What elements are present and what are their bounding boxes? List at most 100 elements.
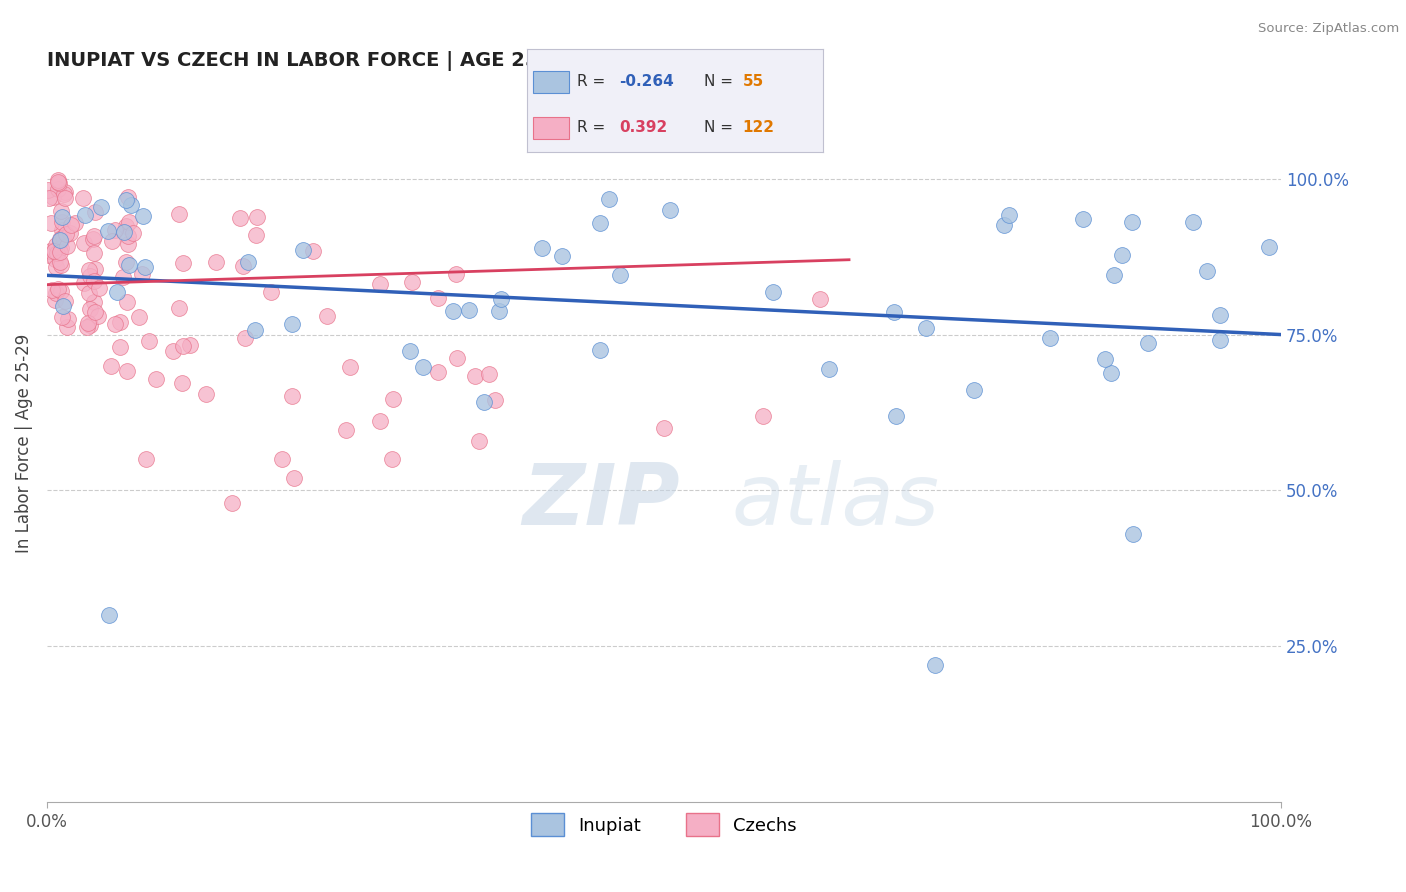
Point xyxy=(56,311,79,326)
Point xyxy=(83,245,105,260)
Point xyxy=(1099,366,1122,380)
Point xyxy=(83,274,105,288)
Point xyxy=(368,414,391,428)
Point xyxy=(56,239,79,253)
Point xyxy=(468,434,491,448)
Point xyxy=(281,389,304,403)
Point xyxy=(1102,268,1125,283)
Point xyxy=(398,344,420,359)
Point xyxy=(115,219,138,233)
Point xyxy=(45,260,67,274)
Point xyxy=(993,218,1015,232)
Point xyxy=(589,216,612,230)
Point xyxy=(46,282,69,296)
Point xyxy=(44,252,66,266)
Point xyxy=(48,232,70,246)
Point xyxy=(884,409,907,423)
Point xyxy=(46,182,69,196)
Point xyxy=(1039,331,1062,345)
Point xyxy=(1258,240,1281,254)
Point xyxy=(478,367,501,381)
Point xyxy=(339,359,361,374)
Point xyxy=(381,452,404,467)
Point xyxy=(1197,264,1219,278)
Text: ZIP: ZIP xyxy=(522,459,679,542)
Point xyxy=(108,340,131,354)
Point xyxy=(46,174,69,188)
Point xyxy=(963,383,986,397)
Point xyxy=(49,233,72,247)
Point xyxy=(77,263,100,277)
Point xyxy=(751,409,773,423)
Point xyxy=(83,262,105,277)
Point xyxy=(134,260,156,275)
Point xyxy=(883,305,905,319)
Point xyxy=(51,258,73,272)
Point xyxy=(589,343,612,358)
Text: Source: ZipAtlas.com: Source: ZipAtlas.com xyxy=(1258,22,1399,36)
Point xyxy=(52,186,75,201)
Point xyxy=(73,235,96,250)
Legend: Inupiat, Czechs: Inupiat, Czechs xyxy=(524,805,804,844)
Point xyxy=(38,244,60,258)
Point xyxy=(51,284,73,298)
Point xyxy=(46,246,69,260)
Point xyxy=(924,658,946,673)
Point xyxy=(172,256,194,270)
Point xyxy=(84,304,107,318)
Text: N =: N = xyxy=(704,74,738,89)
Point xyxy=(79,268,101,283)
Point xyxy=(79,318,101,333)
Point xyxy=(818,362,841,376)
Point xyxy=(117,229,139,244)
Point xyxy=(55,227,77,241)
Point xyxy=(111,269,134,284)
Point xyxy=(280,317,302,331)
Point xyxy=(1136,336,1159,351)
Point xyxy=(179,338,201,352)
Point xyxy=(1094,352,1116,367)
Point xyxy=(260,285,283,300)
Text: INUPIAT VS CZECH IN LABOR FORCE | AGE 25-29 CORRELATION CHART: INUPIAT VS CZECH IN LABOR FORCE | AGE 25… xyxy=(46,51,814,70)
Point xyxy=(245,228,267,243)
Point xyxy=(401,275,423,289)
Point xyxy=(84,204,107,219)
Point xyxy=(41,284,63,298)
Point xyxy=(117,190,139,204)
Point xyxy=(915,321,938,335)
Point xyxy=(52,300,75,314)
Point xyxy=(997,208,1019,222)
Point xyxy=(132,209,155,223)
Point xyxy=(104,222,127,236)
Point xyxy=(464,368,486,383)
Point xyxy=(53,186,76,200)
Point xyxy=(83,294,105,309)
Point xyxy=(167,207,190,221)
Point xyxy=(195,387,218,401)
Point xyxy=(530,241,553,255)
Point xyxy=(60,218,83,232)
Point xyxy=(233,331,256,345)
Point xyxy=(472,394,495,409)
Point xyxy=(441,304,464,318)
Point xyxy=(49,241,72,255)
Point xyxy=(97,608,120,623)
Point xyxy=(115,364,138,378)
Point xyxy=(808,292,831,306)
Point xyxy=(56,320,79,334)
Point xyxy=(1208,333,1230,347)
Point xyxy=(112,225,135,239)
Point xyxy=(489,293,512,307)
Point xyxy=(271,452,294,467)
Point xyxy=(172,338,194,352)
Point xyxy=(77,316,100,330)
Point xyxy=(72,277,94,291)
Point xyxy=(90,200,112,214)
Point xyxy=(382,392,405,406)
Point xyxy=(83,229,105,244)
Point xyxy=(243,323,266,337)
Point xyxy=(53,294,76,309)
Point xyxy=(652,421,675,435)
Point xyxy=(51,310,73,325)
Point xyxy=(446,351,468,365)
